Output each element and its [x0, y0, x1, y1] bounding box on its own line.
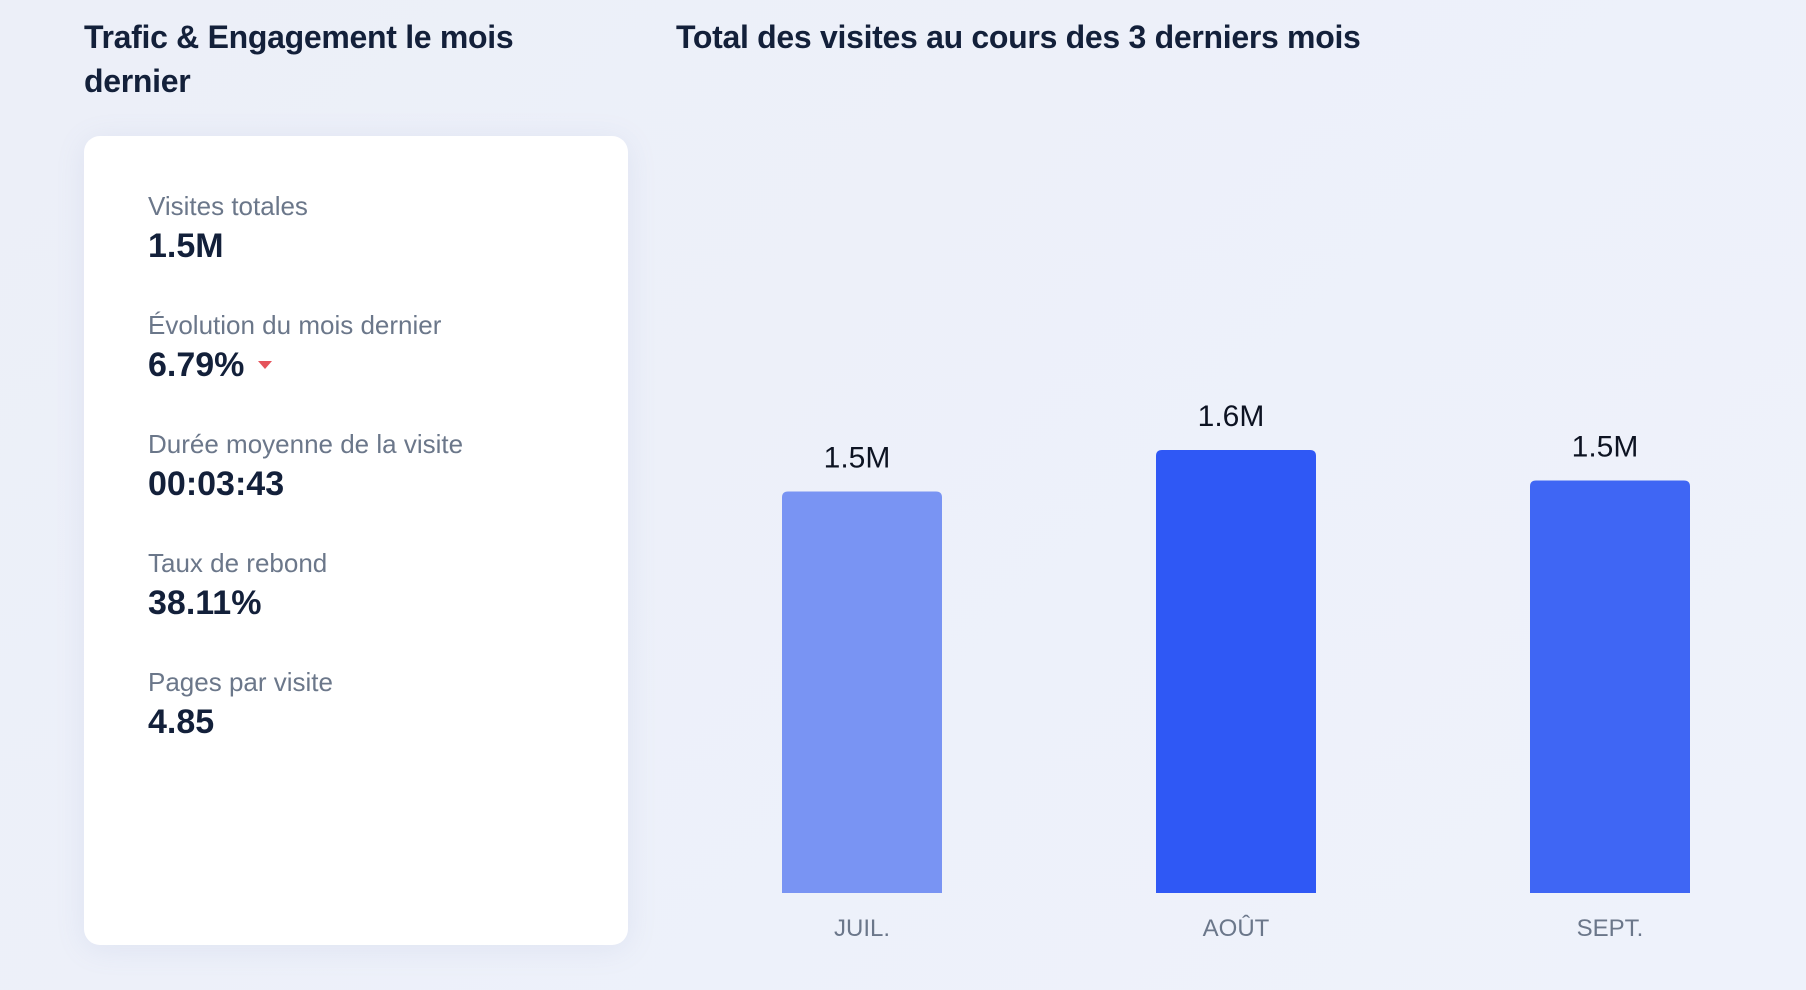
metric-label: Pages par visite [148, 667, 333, 697]
metric-pages-per-visit: Pages par visite 4.85 [148, 666, 333, 744]
metrics-card: Visites totales 1.5M Évolution du mois d… [84, 136, 628, 945]
metric-avg-duration: Durée moyenne de la visite 00:03:43 [148, 428, 463, 506]
metric-value: 38.11% [148, 584, 262, 622]
bar-juil[interactable] [782, 491, 942, 893]
bar-sept[interactable] [1530, 480, 1690, 893]
bar-value-label: 1.5M [824, 442, 891, 475]
bar-août[interactable] [1156, 450, 1316, 893]
metric-value: 4.85 [148, 703, 215, 741]
x-tick-label: JUIL. [834, 915, 890, 942]
bar-value-label: 1.6M [1198, 400, 1265, 433]
metric-value: 00:03:43 [148, 465, 285, 503]
metric-value: 1.5M [148, 227, 224, 265]
metric-total-visits: Visites totales 1.5M [148, 190, 308, 268]
chart-title: Total des visites au cours des 3 dernier… [676, 19, 1361, 55]
metric-value: 6.79% [148, 346, 245, 384]
metric-monthly-change: Évolution du mois dernier 6.79% [148, 309, 441, 387]
trend-down-icon [258, 361, 273, 369]
bar-value-label: 1.5M [1572, 430, 1639, 463]
metric-bounce-rate: Taux de rebond 38.11% [148, 547, 327, 625]
metric-label: Taux de rebond [148, 548, 328, 578]
metric-label: Durée moyenne de la visite [148, 429, 464, 459]
metric-label: Visites totales [148, 191, 308, 221]
x-tick-label: AOÛT [1203, 914, 1270, 942]
metric-label: Évolution du mois dernier [148, 310, 442, 340]
traffic-engagement-title: Trafic & Engagement le mois dernier [84, 19, 514, 99]
x-tick-label: SEPT. [1577, 915, 1644, 942]
